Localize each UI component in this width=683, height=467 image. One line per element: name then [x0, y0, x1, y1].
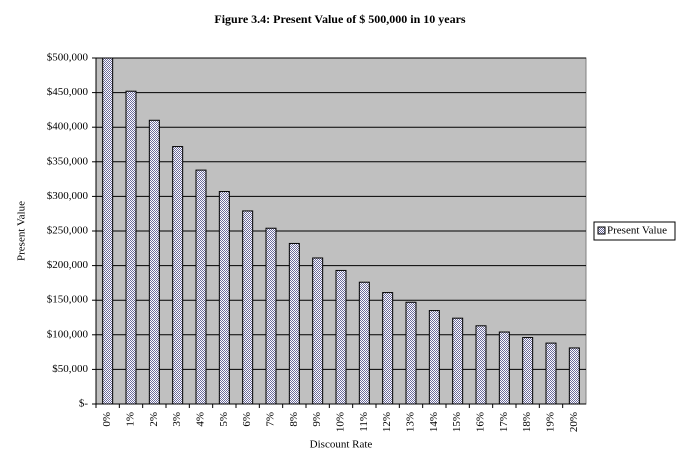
x-tick-label: 3%: [171, 412, 183, 427]
bar: [242, 210, 254, 405]
bar: [452, 317, 464, 405]
x-tick-label: 20%: [568, 412, 580, 432]
bar: [498, 331, 510, 405]
y-axis-label: Present Value: [16, 201, 28, 261]
y-tick-label: $400,000: [47, 121, 89, 133]
x-tick-label: 7%: [265, 412, 277, 427]
chart-title: Figure 3.4: Present Value of $ 500,000 i…: [214, 12, 466, 26]
y-tick-label: $150,000: [47, 294, 89, 306]
x-tick-label: 6%: [241, 412, 253, 427]
bar: [475, 325, 487, 405]
bar: [102, 57, 114, 405]
bar: [172, 146, 184, 405]
y-tick-label: $-: [79, 398, 89, 410]
x-tick-label: 2%: [148, 412, 160, 427]
y-tick-label: $50,000: [52, 363, 88, 375]
y-tick-label: $350,000: [47, 155, 89, 167]
bar: [382, 292, 394, 405]
x-tick-label: 9%: [311, 412, 323, 427]
y-tick-label: $500,000: [47, 52, 89, 64]
bar: [218, 191, 230, 405]
x-tick-label: 16%: [475, 412, 487, 432]
x-tick-label: 4%: [195, 412, 207, 427]
bar: [312, 257, 324, 405]
x-tick-label: 12%: [381, 412, 393, 432]
legend-box: [593, 221, 676, 241]
bar: [195, 169, 207, 405]
x-tick-label: 11%: [358, 412, 370, 432]
legend-label: Present Value: [607, 225, 667, 237]
x-tick-label: 18%: [521, 412, 533, 432]
x-tick-label: 10%: [335, 412, 347, 432]
y-tick-label: $100,000: [47, 328, 89, 340]
x-tick-label: 0%: [101, 412, 113, 427]
y-tick-label: $300,000: [47, 190, 89, 202]
bar: [335, 269, 347, 405]
x-tick-label: 5%: [218, 412, 230, 427]
x-tick-label: 13%: [405, 412, 417, 432]
bar: [405, 301, 417, 405]
bar: [288, 242, 300, 405]
bar: [428, 310, 440, 405]
bar: [522, 337, 534, 405]
x-tick-label: 14%: [428, 412, 440, 432]
x-tick-label: 17%: [498, 412, 510, 432]
bar: [148, 119, 160, 405]
bar: [265, 227, 277, 405]
y-tick-label: $200,000: [47, 259, 89, 271]
x-tick-label: 1%: [125, 412, 137, 427]
x-tick-label: 15%: [451, 412, 463, 432]
bar: [358, 281, 370, 405]
y-tick-label: $250,000: [47, 225, 89, 237]
bar: [568, 347, 580, 405]
x-axis-label: Discount Rate: [310, 439, 373, 451]
bar: [125, 90, 137, 405]
bar: [545, 342, 557, 405]
y-tick-label: $450,000: [47, 86, 89, 98]
x-tick-label: 19%: [545, 412, 557, 432]
x-tick-label: 8%: [288, 412, 300, 427]
legend-swatch: [597, 226, 606, 235]
